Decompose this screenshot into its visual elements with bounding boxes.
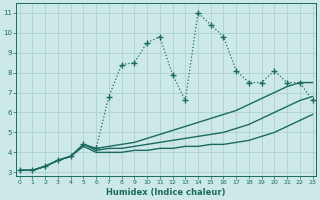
X-axis label: Humidex (Indice chaleur): Humidex (Indice chaleur) [107, 188, 226, 197]
